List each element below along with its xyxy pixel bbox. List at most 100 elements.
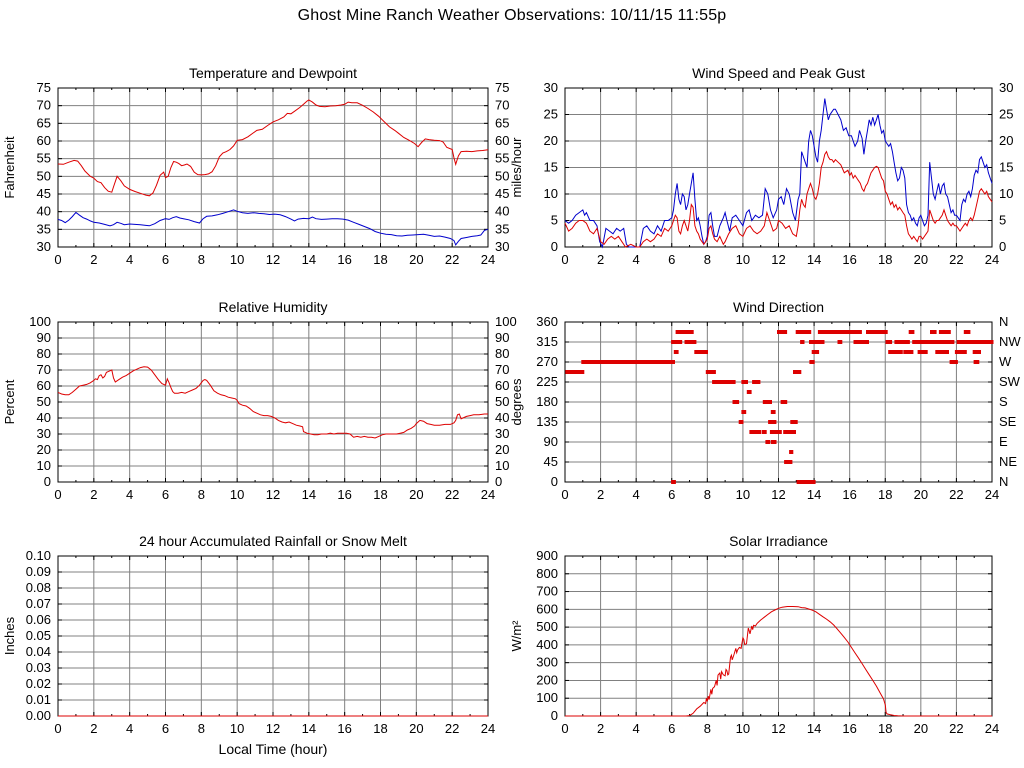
wind-direction-mark <box>866 330 888 334</box>
y-tick-label: 50 <box>37 394 51 409</box>
y-tick-label-right: E <box>999 434 1008 449</box>
chart-title: Solar Irradiance <box>729 533 828 549</box>
y-tick-label: 900 <box>536 548 558 563</box>
wind-direction-mark <box>565 370 585 374</box>
y-tick-label-right: N <box>999 314 1008 329</box>
x-tick-label: 14 <box>807 487 821 502</box>
y-tick-label: 30 <box>37 426 51 441</box>
x-tick-label: 2 <box>90 487 97 502</box>
x-tick-label: 6 <box>668 487 675 502</box>
y-tick-label: 45 <box>37 186 51 201</box>
y-tick-label: 60 <box>37 378 51 393</box>
x-tick-label: 24 <box>985 487 999 502</box>
x-tick-label: 8 <box>198 487 205 502</box>
y-tick-label: 0.04 <box>26 644 51 659</box>
y-tick-label: 0.06 <box>26 612 51 627</box>
y-tick-label: 0 <box>551 708 558 723</box>
wind-direction-mark <box>931 340 955 344</box>
y-tick-label: 400 <box>536 637 558 652</box>
wind-direction-mark <box>777 330 788 334</box>
wind-direction-mark <box>732 400 740 404</box>
x-tick-label: 24 <box>481 487 495 502</box>
chart-rain: 0.000.010.020.030.040.050.060.070.080.09… <box>2 533 495 757</box>
wind-direction-mark <box>804 480 811 484</box>
wind-direction-mark <box>790 420 798 424</box>
y-tick-label-right: SW <box>999 374 1021 389</box>
y-tick-label: 100 <box>536 690 558 705</box>
wind-direction-mark <box>581 360 675 364</box>
y-tick-label: 70 <box>37 98 51 113</box>
wind-direction-mark <box>688 330 694 334</box>
y-tick-label: 0.07 <box>26 596 51 611</box>
x-tick-label: 10 <box>230 721 244 736</box>
page-title: Ghost Mine Ranch Weather Observations: 1… <box>297 7 727 24</box>
y-tick-label: 35 <box>37 221 51 236</box>
y-tick-label: 800 <box>536 566 558 581</box>
wind-direction-mark <box>770 410 776 414</box>
y-tick-label: 30 <box>544 80 558 95</box>
x-tick-label: 0 <box>561 721 568 736</box>
x-tick-label: 18 <box>373 487 387 502</box>
x-tick-label: 10 <box>736 252 750 267</box>
y-tick-label-right: 70 <box>495 362 509 377</box>
x-tick-label: 16 <box>337 252 351 267</box>
x-tick-label: 18 <box>373 252 387 267</box>
wind-direction-mark <box>922 340 933 344</box>
y-tick-label: 90 <box>37 330 51 345</box>
wind-direction-mark <box>675 330 690 334</box>
y-tick-label: 0 <box>551 474 558 489</box>
series-wind-speed <box>564 150 993 248</box>
y-tick-label-right: 5 <box>999 213 1006 228</box>
y-tick-label-right: 45 <box>495 186 509 201</box>
y-tick-label: 0.08 <box>26 580 51 595</box>
y-tick-label-right: 60 <box>495 133 509 148</box>
y-tick-label-right: 15 <box>999 160 1013 175</box>
x-tick-label: 4 <box>126 252 133 267</box>
wind-direction-mark <box>888 350 903 354</box>
wind-direction-mark <box>972 350 981 354</box>
wind-direction-mark <box>908 330 915 334</box>
x-tick-label: 22 <box>445 487 459 502</box>
y-tick-label: 20 <box>544 133 558 148</box>
wind-direction-mark <box>974 340 994 344</box>
y-tick-label-right: N <box>999 474 1008 489</box>
y-tick-label-right: W <box>999 354 1012 369</box>
y-tick-label: 0.01 <box>26 692 51 707</box>
y-tick-label: 500 <box>536 619 558 634</box>
x-tick-label: 0 <box>54 721 61 736</box>
y-axis-title: miles/hour <box>509 137 524 198</box>
y-axis-title: W/m² <box>509 620 524 652</box>
wind-direction-mark <box>973 360 980 364</box>
wind-direction-mark <box>741 380 748 384</box>
chart-title: Wind Direction <box>733 299 824 315</box>
x-tick-label: 24 <box>481 721 495 736</box>
y-tick-label-right: 20 <box>495 442 509 457</box>
x-tick-label: 6 <box>668 721 675 736</box>
x-tick-label: 20 <box>409 252 423 267</box>
x-tick-label: 12 <box>266 252 280 267</box>
x-tick-label: 16 <box>337 487 351 502</box>
y-tick-label-right: 10 <box>495 458 509 473</box>
x-tick-label: 6 <box>668 252 675 267</box>
wind-direction-mark <box>684 340 697 344</box>
x-tick-label: 22 <box>445 721 459 736</box>
y-tick-label: 300 <box>536 655 558 670</box>
x-tick-label: 12 <box>266 721 280 736</box>
y-tick-label-right: 30 <box>495 239 509 254</box>
y-tick-label: 0.09 <box>26 564 51 579</box>
x-tick-label: 18 <box>878 487 892 502</box>
y-tick-label: 0.10 <box>26 548 51 563</box>
x-tick-label: 14 <box>302 721 316 736</box>
x-tick-label: 20 <box>914 487 928 502</box>
x-tick-label: 20 <box>914 721 928 736</box>
y-tick-label-right: 0 <box>999 239 1006 254</box>
wind-direction-mark <box>749 430 762 434</box>
series-dewpoint <box>57 209 489 246</box>
y-tick-label-right: 20 <box>999 133 1013 148</box>
x-tick-label: 20 <box>914 252 928 267</box>
wind-direction-mark <box>903 350 914 354</box>
series-solar-irradiance <box>565 606 992 717</box>
y-tick-label-right: 30 <box>495 426 509 441</box>
x-tick-label: 0 <box>561 487 568 502</box>
